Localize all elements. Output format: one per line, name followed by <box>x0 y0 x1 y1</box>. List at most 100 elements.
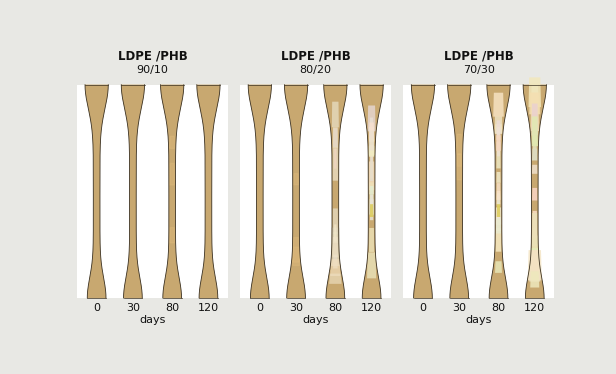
Text: 80: 80 <box>165 303 179 313</box>
Polygon shape <box>333 127 338 148</box>
Text: 70/30: 70/30 <box>463 65 495 75</box>
Polygon shape <box>496 215 500 225</box>
Polygon shape <box>529 265 540 282</box>
Polygon shape <box>530 250 539 281</box>
Polygon shape <box>293 247 299 266</box>
Polygon shape <box>85 85 108 298</box>
Polygon shape <box>334 224 337 242</box>
Polygon shape <box>369 138 375 157</box>
Polygon shape <box>496 193 500 206</box>
Polygon shape <box>496 142 501 168</box>
Text: 80: 80 <box>328 303 342 313</box>
Bar <box>240 85 391 298</box>
Bar <box>403 85 554 298</box>
Polygon shape <box>496 204 500 217</box>
Polygon shape <box>532 228 537 255</box>
Polygon shape <box>496 218 501 233</box>
Polygon shape <box>370 156 373 181</box>
Polygon shape <box>370 204 373 217</box>
Polygon shape <box>457 154 461 180</box>
Polygon shape <box>370 186 374 215</box>
Text: 120: 120 <box>361 303 382 313</box>
Text: 90/10: 90/10 <box>137 65 168 75</box>
Polygon shape <box>368 162 375 190</box>
Polygon shape <box>532 116 538 146</box>
Polygon shape <box>496 183 501 200</box>
Polygon shape <box>532 236 538 263</box>
Polygon shape <box>369 182 374 194</box>
Polygon shape <box>532 211 537 238</box>
Polygon shape <box>496 228 501 252</box>
Polygon shape <box>457 134 461 154</box>
Polygon shape <box>528 250 542 280</box>
Polygon shape <box>533 123 537 149</box>
Text: 30: 30 <box>126 303 140 313</box>
Polygon shape <box>170 228 174 243</box>
Polygon shape <box>370 145 374 156</box>
Polygon shape <box>360 85 383 298</box>
Polygon shape <box>370 117 373 138</box>
Polygon shape <box>532 116 537 143</box>
Text: LDPE /PHB: LDPE /PHB <box>118 50 187 63</box>
Polygon shape <box>323 85 347 298</box>
Polygon shape <box>369 131 374 150</box>
Polygon shape <box>532 148 538 160</box>
Polygon shape <box>532 188 538 200</box>
Polygon shape <box>457 154 461 166</box>
Polygon shape <box>285 85 308 298</box>
Polygon shape <box>369 228 375 252</box>
Polygon shape <box>294 174 298 185</box>
Polygon shape <box>496 172 501 183</box>
Polygon shape <box>370 195 373 220</box>
Text: 120: 120 <box>524 303 545 313</box>
Text: LDPE /PHB: LDPE /PHB <box>444 50 514 63</box>
Polygon shape <box>530 255 539 273</box>
Text: 0: 0 <box>256 303 263 313</box>
Text: 80/20: 80/20 <box>300 65 331 75</box>
Text: 30: 30 <box>289 303 303 313</box>
Polygon shape <box>529 77 541 107</box>
Polygon shape <box>333 148 338 181</box>
Polygon shape <box>496 135 501 151</box>
Polygon shape <box>530 106 539 131</box>
Polygon shape <box>331 228 340 266</box>
Text: 120: 120 <box>198 303 219 313</box>
Polygon shape <box>170 163 174 185</box>
Polygon shape <box>333 237 338 257</box>
Polygon shape <box>369 122 374 142</box>
Polygon shape <box>332 102 339 127</box>
Polygon shape <box>369 127 374 141</box>
Polygon shape <box>448 85 471 298</box>
Polygon shape <box>496 208 501 231</box>
Polygon shape <box>370 199 374 214</box>
Text: 0: 0 <box>93 303 100 313</box>
Polygon shape <box>533 120 537 144</box>
Text: 0: 0 <box>419 303 426 313</box>
Polygon shape <box>367 252 376 278</box>
Polygon shape <box>161 85 184 298</box>
Polygon shape <box>495 261 502 273</box>
Text: LDPE /PHB: LDPE /PHB <box>281 50 351 63</box>
Polygon shape <box>497 127 500 156</box>
Polygon shape <box>333 232 338 243</box>
Polygon shape <box>495 124 502 134</box>
Polygon shape <box>532 165 538 174</box>
Polygon shape <box>293 237 299 262</box>
Polygon shape <box>523 85 546 298</box>
Bar <box>77 85 228 298</box>
Polygon shape <box>495 116 503 134</box>
Polygon shape <box>169 136 175 148</box>
Polygon shape <box>495 208 501 224</box>
Polygon shape <box>370 145 373 155</box>
Polygon shape <box>530 248 540 269</box>
Polygon shape <box>368 146 375 155</box>
Polygon shape <box>334 148 336 169</box>
Text: 80: 80 <box>492 303 506 313</box>
Polygon shape <box>496 191 500 204</box>
Polygon shape <box>333 208 338 234</box>
Text: days: days <box>139 316 166 325</box>
Polygon shape <box>531 84 538 113</box>
Text: days: days <box>302 316 329 325</box>
Polygon shape <box>333 128 338 147</box>
Text: days: days <box>466 316 492 325</box>
